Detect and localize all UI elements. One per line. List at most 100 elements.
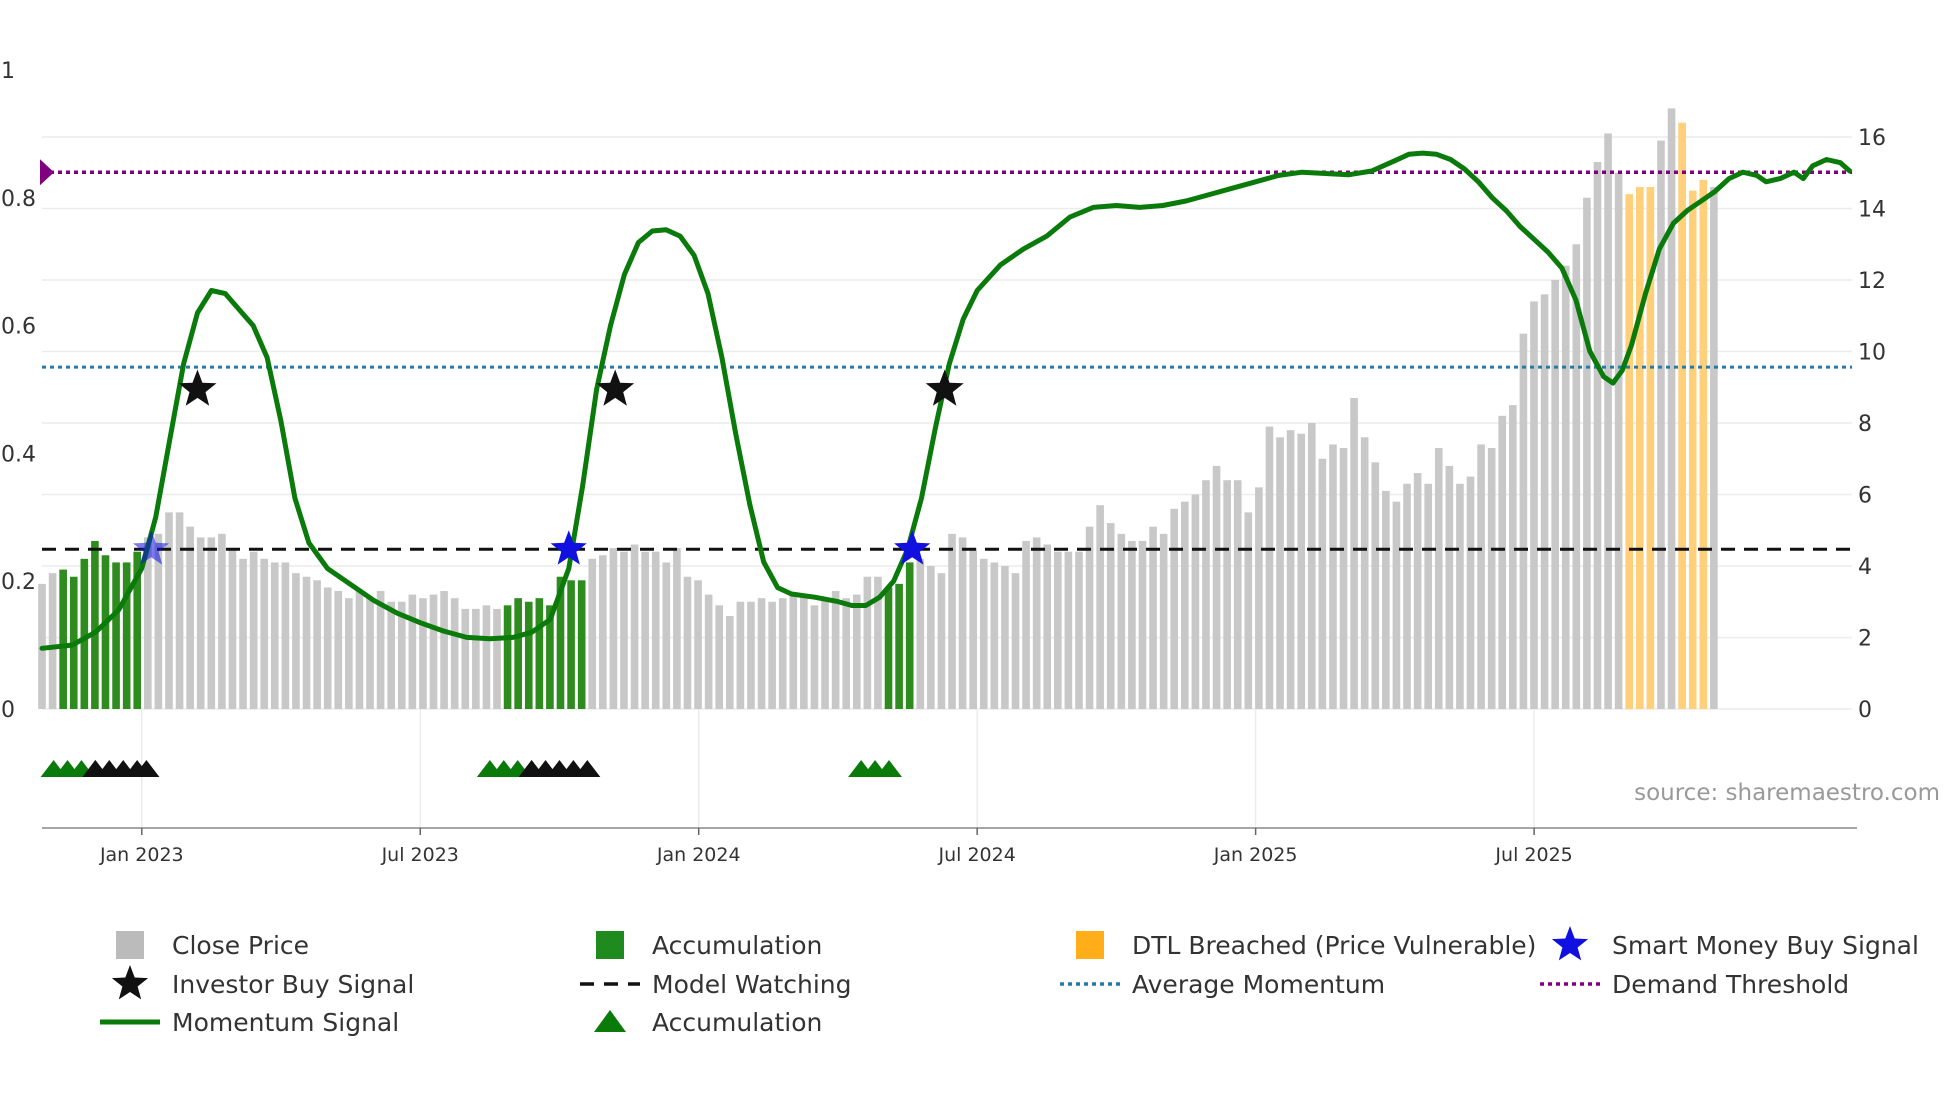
legend-item-avg: Average Momentum [1060,970,1385,999]
close-price-bar [768,601,776,709]
close-price-bar [345,598,353,709]
close-price-bar [620,551,628,709]
close-price-bar [144,537,152,709]
right-tick-label: 4 [1858,555,1872,580]
close-price-bar [1276,437,1284,709]
legend-square-swatch [1076,931,1104,959]
close-price-bar [1149,526,1157,709]
investor-buy-signal [178,369,217,406]
close-price-bar [1191,494,1200,709]
close-price-bar [165,512,173,709]
smart-money-buy-signal [133,530,170,565]
reference-lines [40,159,1852,551]
close-price-bar [651,551,660,709]
x-tick-label: Jul 2023 [381,844,459,866]
close-price-bar [1360,437,1369,709]
close-price-bar [609,548,618,709]
accumulation-bar [59,569,67,709]
signal-markers [40,369,964,777]
close-price-bar [990,562,999,709]
close-price-bar [1551,280,1559,709]
right-tick-label: 8 [1858,412,1872,437]
close-price-bar [1106,523,1115,709]
investor-buy-signal [925,369,964,406]
close-price-bar [694,580,702,709]
close-price-bar [588,558,597,709]
legend-star-swatch [1551,926,1589,961]
legend: Close Price Accumulation DTL Breached (Pri… [100,926,1919,1037]
close-price-bar [1117,533,1126,709]
close-price-bar [831,591,840,709]
close-price-bar [1487,448,1496,709]
accumulation-bar [101,555,110,709]
accumulation-bar [905,562,914,709]
close-price-bar [1001,566,1009,709]
close-price-bar [1657,140,1665,709]
close-price-bar [1350,397,1358,709]
right-tick-label: 2 [1858,627,1872,652]
legend-item-watching: Model Watching [580,970,852,999]
demand-threshold-marker [40,159,54,186]
close-price-bar [1329,444,1337,709]
close-price-bar [408,594,417,709]
close-price-bar [1265,426,1274,709]
close-price-bar [419,598,427,709]
close-price-bar [1604,133,1612,710]
close-price-bar [482,605,491,709]
close-price-bar [673,548,681,709]
accumulation-bar [503,605,512,709]
close-price-bar [228,548,237,709]
legend-item-investor: Investor Buy Signal [111,965,414,1000]
close-price-bar [450,598,459,709]
gridlines [42,136,1852,828]
close-price-bar [789,594,798,709]
momentum-signal [39,150,1853,651]
accumulation-bar [577,580,586,709]
right-tick-label: 0 [1858,698,1872,723]
close-price-bar [196,537,205,709]
close-price-bar [725,616,734,709]
watch-triangle [133,760,160,777]
close-price-bar [387,601,396,709]
close-price-bar [1593,162,1602,709]
x-tick-label: Jan 2025 [1213,844,1298,866]
close-price-bar [1339,448,1348,709]
close-price-bar [979,558,988,709]
legend-label: Close Price [172,931,309,960]
x-tick-label: Jan 2024 [656,844,741,866]
dtl-breached-bar [1699,179,1708,709]
legend-item-demand: Demand Threshold [1540,970,1849,999]
close-price-bar [292,573,300,709]
legend-item-accum_bar: Accumulation [596,931,822,960]
accumulation-bar [546,605,554,709]
right-tick-label: 12 [1858,269,1886,294]
close-price-bar [1096,505,1104,709]
legend-star-swatch [111,965,149,1000]
close-price-bar [270,562,279,709]
close-price-bar [778,598,787,709]
close-price-bar [239,558,247,709]
accumulation-bar [133,551,142,709]
source-note: source: sharemaestro.com [1634,780,1940,806]
close-price-bar [1572,244,1581,709]
close-price-bar [1519,333,1528,709]
close-price-bar [1710,187,1718,710]
x-tick-label: Jan 2023 [99,844,184,866]
close-price-bar [1561,265,1570,709]
close-price-bar [927,566,935,709]
close-price-bar [1297,433,1306,709]
close-price-bar [1530,301,1538,709]
accumulation-bar [535,598,544,709]
close-price-bar [874,576,882,709]
close-price-bar [683,576,692,709]
close-price-bar [1318,458,1327,709]
close-price-bar [1477,444,1485,709]
right-tick-label: 14 [1858,198,1886,223]
accumulation-bar [884,587,893,709]
close-price-bar [440,591,448,709]
close-price-bar [1403,483,1411,709]
close-price-bar [1159,533,1168,709]
accumulation-bar [567,580,575,709]
close-price-bar [207,537,216,709]
